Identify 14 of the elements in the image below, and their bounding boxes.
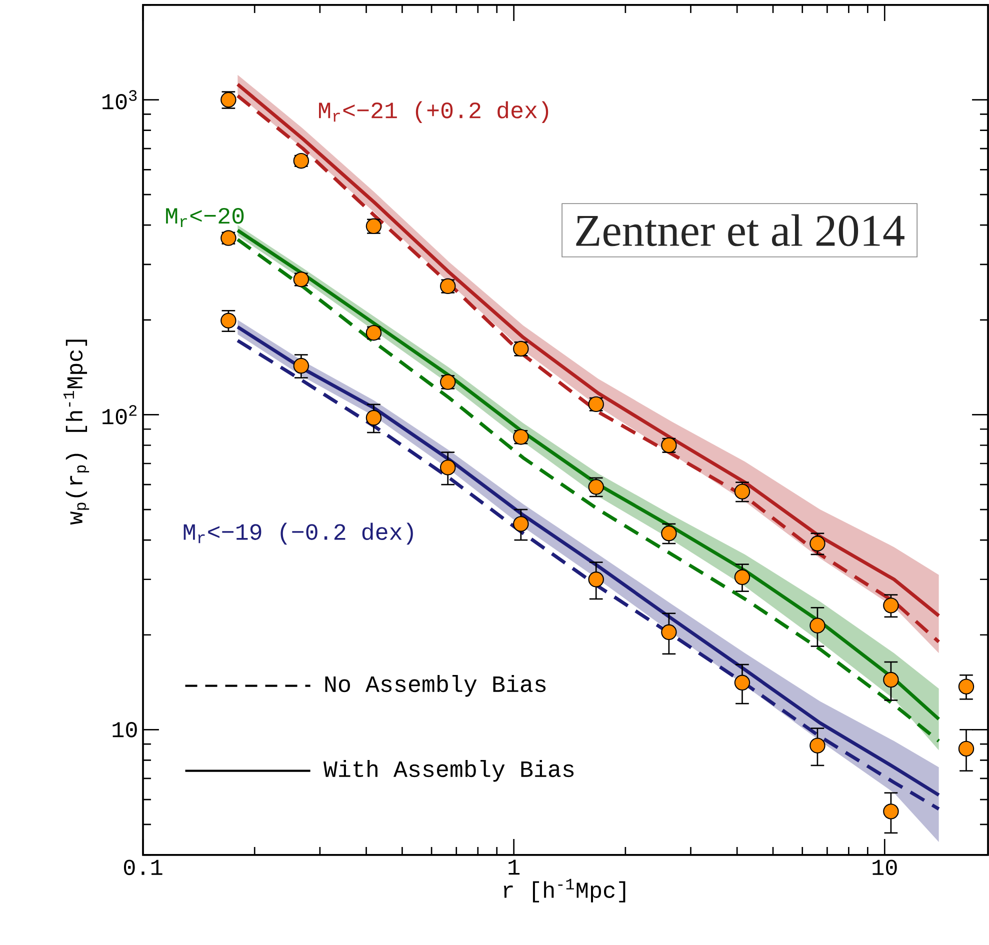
x-tick-label: 10 bbox=[872, 860, 897, 876]
series-label: M$_{r}$<−21 (+0.2 dex) bbox=[319, 101, 548, 123]
annotation: With Assembly Bias bbox=[323, 760, 574, 782]
annotation: No Assembly Bias bbox=[325, 674, 546, 697]
x-tick-label: 0.1 bbox=[124, 860, 162, 876]
y-tick-label: 10 bbox=[112, 722, 137, 738]
y-axis-title: w$_{p}$(r$_{p}$) [h$^{-1}$Mpc] bbox=[64, 340, 90, 525]
y-tick-label: 10$^{3}$ bbox=[102, 90, 137, 110]
annotation: Zentner et al 2014 bbox=[576, 214, 904, 246]
y-tick-label: 10$^{2}$ bbox=[102, 405, 137, 424]
x-axis-title: r [h$^{-1}$Mpc] bbox=[504, 878, 626, 902]
series-label: M$_{r}$<−20 bbox=[166, 208, 244, 228]
x-tick-label: 1 bbox=[508, 860, 520, 875]
text: M$_{r}$<−19 (−0.2 dex) bbox=[184, 522, 413, 545]
